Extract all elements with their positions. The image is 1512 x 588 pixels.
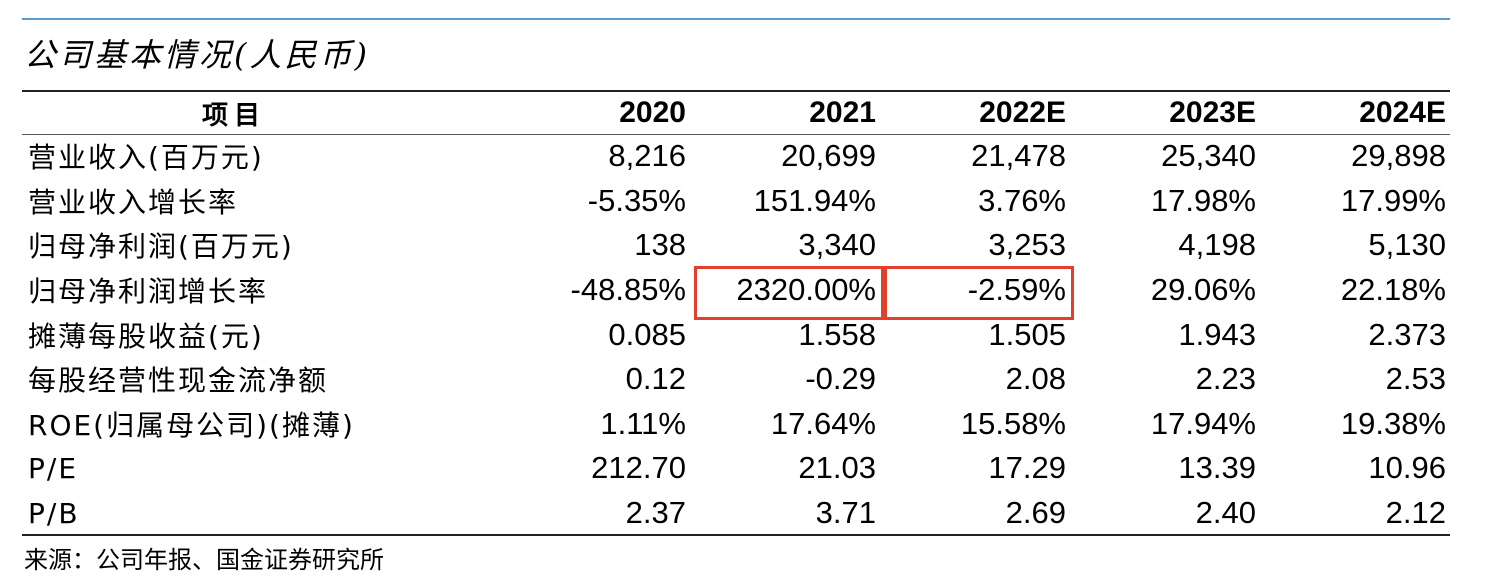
header-row: 项目 2020 2021 2022E 2023E 2024E bbox=[22, 92, 1452, 134]
header-top-rule bbox=[22, 90, 1450, 92]
row-value: 1.943 bbox=[1178, 316, 1256, 352]
row-value: 3.71 bbox=[815, 495, 876, 531]
table-row: 摊薄每股收益(元) 0.085 1.558 1.505 1.943 2.373 bbox=[22, 312, 1452, 357]
table-row: 营业收入增长率 -5.35% 151.94% 3.76% 17.98% 17.99% bbox=[22, 179, 1452, 224]
row-value: 17.29 bbox=[988, 450, 1066, 486]
header-item: 项目 bbox=[202, 100, 267, 131]
table-row: P/B 2.37 3.71 2.69 2.40 2.12 bbox=[22, 491, 1452, 536]
row-value: 2.08 bbox=[1005, 361, 1066, 397]
row-value: 19.38% bbox=[1340, 405, 1446, 441]
header-year: 2024E bbox=[1359, 96, 1446, 129]
table-row: 每股经营性现金流净额 0.12 -0.29 2.08 2.23 2.53 bbox=[22, 357, 1452, 402]
header-bottom-rule bbox=[22, 134, 1450, 135]
row-value: 2.12 bbox=[1385, 495, 1446, 531]
row-value: 5,130 bbox=[1368, 227, 1446, 263]
row-value: 4,198 bbox=[1178, 227, 1256, 263]
table-row: 归母净利润增长率 -48.85% 2320.00% -2.59% 29.06% 22.18… bbox=[22, 268, 1452, 313]
row-value: 1.11% bbox=[600, 405, 686, 441]
row-value: 22.18% bbox=[1340, 272, 1446, 308]
row-value: 2.37 bbox=[625, 495, 686, 531]
row-value: 17.94% bbox=[1150, 405, 1256, 441]
table-row: 归母净利润(百万元) 138 3,340 3,253 4,198 5,130 bbox=[22, 223, 1452, 268]
header-year: 2020 bbox=[619, 96, 686, 129]
row-label: 摊薄每股收益(元) bbox=[28, 319, 264, 353]
row-value: -5.35% bbox=[587, 182, 686, 218]
header-year: 2022E bbox=[979, 96, 1066, 129]
header-year: 2023E bbox=[1169, 96, 1256, 129]
source-note: 来源：公司年报、国金证券研究所 bbox=[24, 546, 384, 574]
row-value: 25,340 bbox=[1161, 138, 1256, 174]
table-title: 公司基本情况(人民币) bbox=[24, 36, 370, 74]
row-label: 归母净利润(百万元) bbox=[28, 230, 294, 264]
row-value: 151.94% bbox=[753, 182, 876, 218]
row-value: 3,253 bbox=[988, 227, 1066, 263]
row-value: 3,340 bbox=[798, 227, 876, 263]
row-value: 2320.00% bbox=[736, 272, 876, 308]
row-value: -2.59% bbox=[967, 272, 1066, 308]
header-year: 2021 bbox=[809, 96, 876, 129]
table-row: ROE(归属母公司)(摊薄) 1.11% 17.64% 15.58% 17.94% 19.… bbox=[22, 402, 1452, 447]
financial-summary-table: 项目 2020 2021 2022E 2023E 2024E 营业收入(百万元)… bbox=[22, 92, 1452, 535]
row-value: -0.29 bbox=[805, 361, 876, 397]
row-value: 2.69 bbox=[1005, 495, 1066, 531]
row-label: 每股经营性现金流净额 bbox=[28, 364, 329, 398]
row-value: 138 bbox=[634, 227, 686, 263]
row-value: 2.53 bbox=[1385, 361, 1446, 397]
row-label: ROE(归属母公司)(摊薄) bbox=[28, 408, 355, 442]
row-value: 20,699 bbox=[781, 138, 876, 174]
row-value: 2.23 bbox=[1195, 361, 1256, 397]
row-value: 1.505 bbox=[988, 316, 1066, 352]
row-value: 15.58% bbox=[960, 405, 1066, 441]
table-row: P/E 212.70 21.03 17.29 13.39 10.96 bbox=[22, 446, 1452, 491]
row-value: 29,898 bbox=[1351, 138, 1446, 174]
row-value: 21.03 bbox=[798, 450, 876, 486]
top-accent-rule bbox=[22, 18, 1450, 20]
table-row: 营业收入(百万元) 8,216 20,699 21,478 25,340 29,898 bbox=[22, 134, 1452, 179]
row-value: 17.98% bbox=[1150, 182, 1256, 218]
row-value: 17.99% bbox=[1340, 182, 1446, 218]
row-value: 29.06% bbox=[1150, 272, 1256, 308]
row-value: 21,478 bbox=[971, 138, 1066, 174]
row-value: 10.96 bbox=[1368, 450, 1446, 486]
row-value: -48.85% bbox=[570, 272, 686, 308]
row-value: 2.40 bbox=[1195, 495, 1256, 531]
row-value: 1.558 bbox=[798, 316, 876, 352]
row-value: 3.76% bbox=[978, 182, 1066, 218]
row-label: 归母净利润增长率 bbox=[28, 275, 269, 309]
row-value: 8,216 bbox=[608, 138, 686, 174]
row-value: 212.70 bbox=[591, 450, 686, 486]
row-value: 0.085 bbox=[608, 316, 686, 352]
row-label: 营业收入增长率 bbox=[28, 185, 239, 219]
row-value: 0.12 bbox=[625, 361, 686, 397]
table-bottom-rule bbox=[22, 534, 1450, 536]
row-label: P/B bbox=[28, 496, 80, 530]
row-label: P/E bbox=[28, 451, 79, 485]
row-label: 营业收入(百万元) bbox=[28, 141, 264, 175]
row-value: 2.373 bbox=[1368, 316, 1446, 352]
row-value: 13.39 bbox=[1178, 450, 1256, 486]
row-value: 17.64% bbox=[770, 405, 876, 441]
